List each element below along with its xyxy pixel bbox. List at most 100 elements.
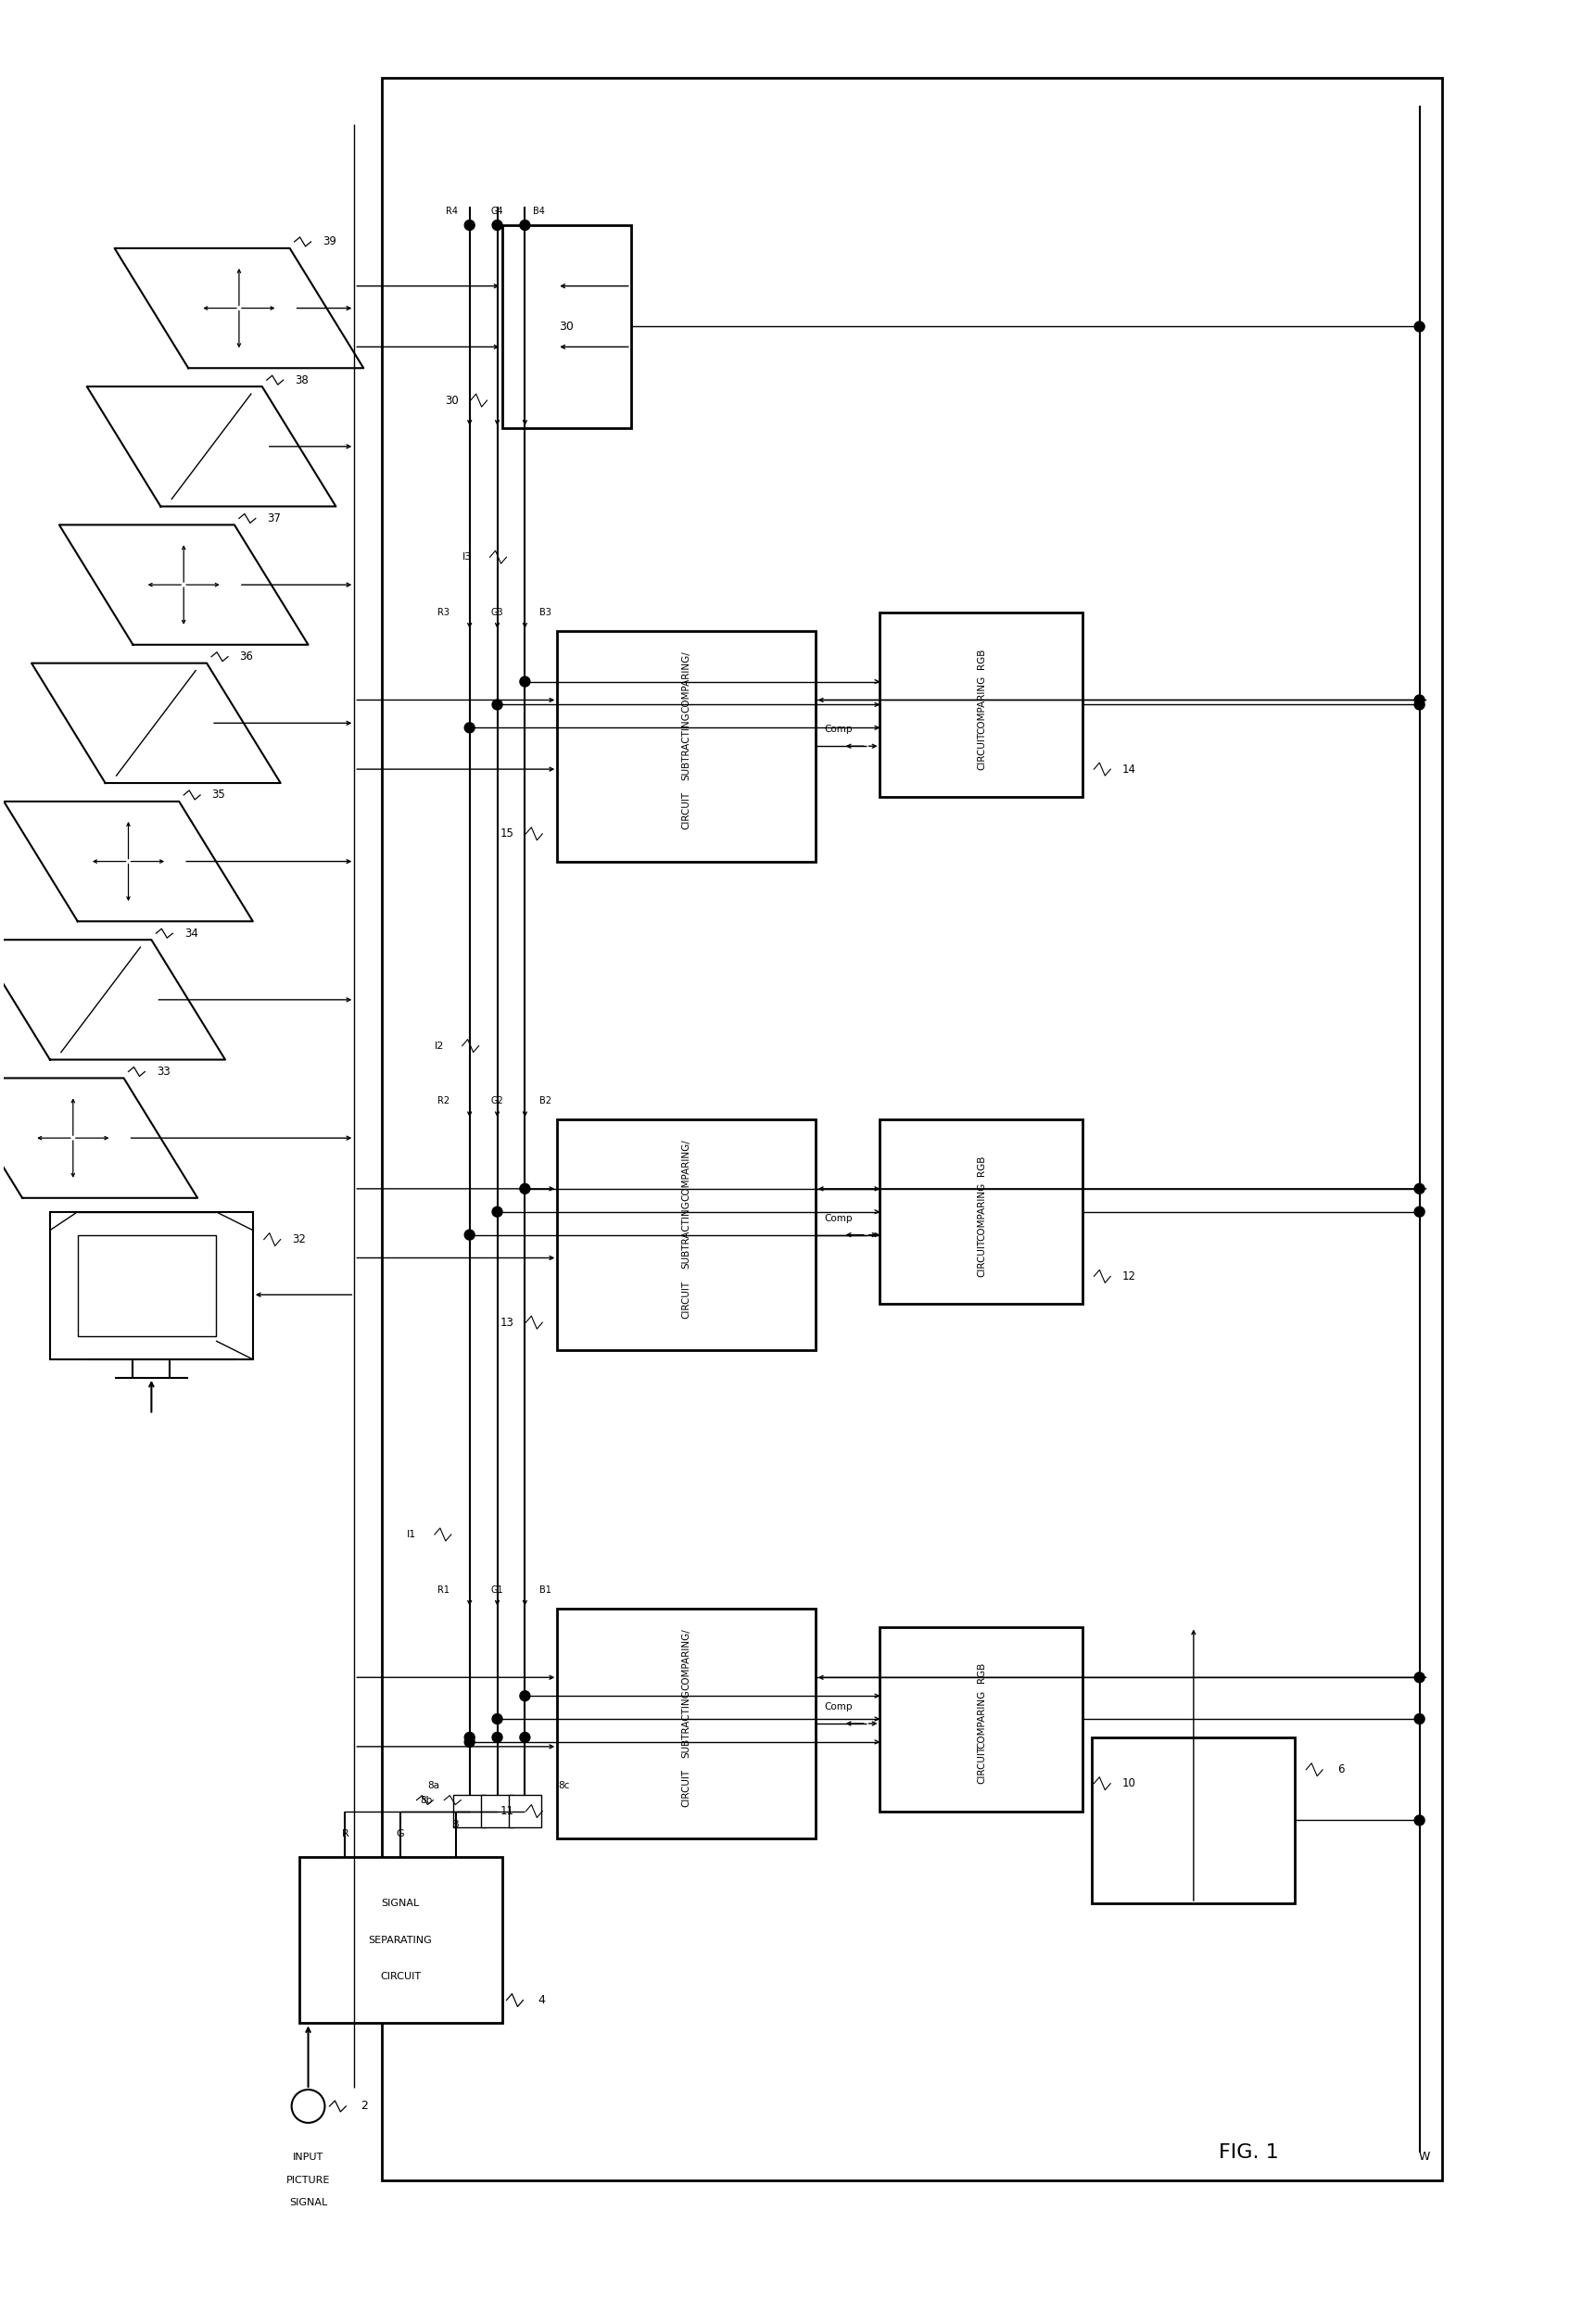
Text: 2: 2 <box>361 2101 367 2113</box>
Text: SUBTRACTING: SUBTRACTING <box>681 1202 691 1269</box>
Text: B1: B1 <box>539 1585 551 1594</box>
Circle shape <box>465 723 474 732</box>
Circle shape <box>1415 321 1424 332</box>
Text: COMPARING: COMPARING <box>977 1690 986 1748</box>
Text: SUBTRACTING: SUBTRACTING <box>681 1690 691 1757</box>
Text: 8a: 8a <box>427 1780 440 1789</box>
Circle shape <box>520 1183 531 1195</box>
Text: B2: B2 <box>539 1097 551 1106</box>
Text: 30: 30 <box>446 395 458 407</box>
Circle shape <box>1415 1183 1424 1195</box>
Text: SEPARATING: SEPARATING <box>369 1936 432 1945</box>
Text: COMPARING/: COMPARING/ <box>681 1139 691 1202</box>
Bar <box>557 1120 815 1350</box>
Bar <box>881 1120 1083 1304</box>
Bar <box>881 614 1083 797</box>
Bar <box>382 77 1443 2180</box>
Bar <box>50 1211 253 1360</box>
Text: Comp: Comp <box>824 1701 853 1710</box>
Text: G2: G2 <box>491 1097 504 1106</box>
Bar <box>298 1857 502 2024</box>
Text: 8b: 8b <box>419 1796 432 1806</box>
Text: 11: 11 <box>501 1806 515 1817</box>
Circle shape <box>491 1731 502 1743</box>
Text: G3: G3 <box>491 609 504 618</box>
Text: CIRCUIT: CIRCUIT <box>681 1281 691 1318</box>
Circle shape <box>491 700 502 709</box>
Bar <box>557 630 815 862</box>
Circle shape <box>465 1229 474 1241</box>
Circle shape <box>465 221 474 230</box>
Circle shape <box>1415 1713 1424 1724</box>
Text: CIRCUIT: CIRCUIT <box>977 1745 986 1785</box>
Text: B: B <box>452 1820 460 1829</box>
Text: G: G <box>397 1829 405 1838</box>
Text: COMPARING: COMPARING <box>977 676 986 734</box>
Circle shape <box>465 1731 474 1743</box>
Text: CIRCUIT: CIRCUIT <box>681 792 691 830</box>
Text: R2: R2 <box>438 1097 451 1106</box>
Bar <box>77 1234 217 1336</box>
Text: 13: 13 <box>501 1315 515 1329</box>
Text: 8c: 8c <box>559 1780 570 1789</box>
Circle shape <box>1415 1206 1424 1218</box>
Text: CIRCUIT: CIRCUIT <box>977 732 986 769</box>
Text: I1: I1 <box>407 1529 416 1538</box>
Text: INPUT: INPUT <box>292 2152 323 2161</box>
Circle shape <box>1415 700 1424 709</box>
Bar <box>509 1794 542 1827</box>
Text: COMPARING/: COMPARING/ <box>681 651 691 713</box>
Text: 14: 14 <box>1123 762 1137 776</box>
Circle shape <box>292 2089 325 2122</box>
Text: 15: 15 <box>501 827 515 839</box>
Text: PICTURE: PICTURE <box>286 2175 330 2185</box>
Text: COMPARING: COMPARING <box>977 1183 986 1241</box>
Circle shape <box>491 1713 502 1724</box>
Text: COMPARING/: COMPARING/ <box>681 1629 691 1690</box>
Text: 38: 38 <box>295 374 309 386</box>
Circle shape <box>491 1206 502 1218</box>
Bar <box>502 225 631 428</box>
Bar <box>480 1794 513 1827</box>
Circle shape <box>1415 1673 1424 1683</box>
Text: I2: I2 <box>435 1041 444 1050</box>
Text: SIGNAL: SIGNAL <box>289 2199 327 2208</box>
Text: G4: G4 <box>491 207 504 216</box>
Text: 39: 39 <box>322 235 336 249</box>
Circle shape <box>520 221 531 230</box>
Text: 30: 30 <box>559 321 573 332</box>
Text: 35: 35 <box>212 788 226 802</box>
Text: Comp: Comp <box>824 1213 853 1222</box>
Text: 4: 4 <box>539 1994 545 2006</box>
Text: B4: B4 <box>534 207 545 216</box>
Text: FIG. 1: FIG. 1 <box>1218 2143 1280 2161</box>
Text: 6: 6 <box>1338 1764 1344 1776</box>
Text: SUBTRACTING: SUBTRACTING <box>681 711 691 781</box>
Text: 34: 34 <box>184 927 198 939</box>
Text: CIRCUIT: CIRCUIT <box>977 1239 986 1276</box>
Circle shape <box>520 676 531 686</box>
Text: R3: R3 <box>438 609 449 618</box>
Text: R4: R4 <box>446 207 457 216</box>
Circle shape <box>520 1692 531 1701</box>
Text: W: W <box>1418 2152 1430 2164</box>
Text: 32: 32 <box>292 1234 306 1246</box>
Text: 10: 10 <box>1123 1778 1135 1789</box>
Text: RGB: RGB <box>977 1155 986 1176</box>
Text: R: R <box>342 1829 349 1838</box>
Text: 12: 12 <box>1123 1271 1137 1283</box>
Text: 33: 33 <box>157 1067 170 1078</box>
Text: 36: 36 <box>240 651 253 662</box>
Bar <box>1093 1738 1295 1903</box>
Text: CIRCUIT: CIRCUIT <box>681 1769 691 1808</box>
Circle shape <box>520 1731 531 1743</box>
Text: I3: I3 <box>462 553 471 562</box>
Text: Comp: Comp <box>824 725 853 734</box>
Text: RGB: RGB <box>977 648 986 669</box>
Text: 37: 37 <box>267 511 281 525</box>
Bar <box>557 1608 815 1838</box>
Circle shape <box>491 221 502 230</box>
Circle shape <box>1415 695 1424 704</box>
Text: CIRCUIT: CIRCUIT <box>380 1973 421 1982</box>
Text: RGB: RGB <box>977 1662 986 1683</box>
